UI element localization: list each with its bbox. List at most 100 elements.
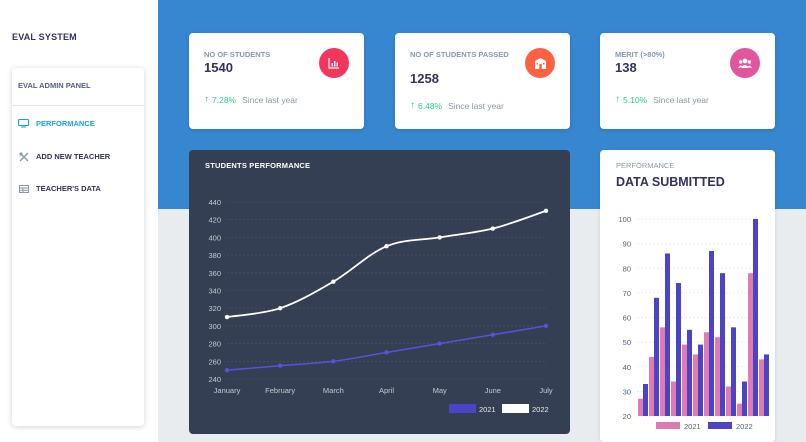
stat-value: 1258 <box>410 71 439 86</box>
bar-2022 <box>665 253 670 416</box>
bar-2022 <box>742 381 747 416</box>
sidebar-item-performance[interactable]: PERFORMANCE <box>18 119 95 128</box>
y-tick-label: 280 <box>208 340 221 349</box>
stat-change: 6.48% <box>418 100 443 111</box>
legend-swatch-2022 <box>708 422 732 429</box>
users-icon <box>730 48 760 78</box>
y-tick-label: 440 <box>208 198 221 207</box>
bar-2021 <box>693 354 698 416</box>
stat-footer: ↑ 6.48% Since last year <box>410 100 504 111</box>
y-tick-label: 50 <box>623 338 631 347</box>
monitor-icon <box>18 119 29 128</box>
data-point <box>490 226 496 231</box>
data-point <box>384 244 389 249</box>
panel-title: EVAL ADMIN PANEL <box>18 81 91 90</box>
y-tick-label: 340 <box>208 287 221 296</box>
arrow-up-icon: ↑ <box>615 94 620 105</box>
legend-swatch-2021 <box>656 422 680 429</box>
school-icon <box>525 48 555 78</box>
y-tick-label: 260 <box>208 357 221 366</box>
stat-title: MERIT (>80%) <box>615 50 665 59</box>
data-point <box>331 279 336 284</box>
stat-change: 7.28% <box>212 94 237 105</box>
bar-2022 <box>709 251 714 416</box>
bar-chart: 20 30 40 50 60 70 80 90 100 2021 2022 <box>618 215 769 431</box>
arrow-up-icon: ↑ <box>204 94 209 105</box>
bar-2021 <box>737 403 742 416</box>
y-tick-label: 40 <box>623 363 631 372</box>
bar-2022 <box>687 329 692 416</box>
data-point <box>277 306 283 311</box>
data-point <box>224 314 230 320</box>
stat-card-merit: MERIT (>80%) 138 ↑ 5.10% Since last year <box>600 33 775 129</box>
legend-swatch-2021 <box>449 404 476 413</box>
chart-title: DATA SUBMITTED <box>616 175 725 189</box>
data-point <box>384 350 389 355</box>
bar-2022 <box>676 283 681 416</box>
sidebar-item-teachers-data[interactable]: TEACHER'S DATA <box>18 184 101 193</box>
stat-value: 138 <box>615 60 637 75</box>
stat-since: Since last year <box>448 100 504 111</box>
y-tick-label: 70 <box>623 289 631 298</box>
data-point <box>437 341 442 346</box>
legend-label: 2022 <box>736 422 753 431</box>
data-point <box>224 367 230 373</box>
bar-2022 <box>654 297 659 416</box>
stat-card-students: NO OF STUDENTS 1540 ↑ 7.28% Since last y… <box>189 33 364 129</box>
bar-2021 <box>704 332 709 416</box>
bar-2021 <box>715 337 720 416</box>
bar-2021 <box>660 327 665 416</box>
legend-label: 2022 <box>532 405 549 414</box>
y-tick-label: 90 <box>623 240 631 249</box>
bar-2022 <box>698 344 703 416</box>
data-point <box>277 363 283 368</box>
data-point <box>437 235 442 240</box>
tools-icon <box>18 151 29 161</box>
legend-label: 2021 <box>684 422 701 431</box>
series-line-2021 <box>226 325 547 371</box>
legend-label: 2021 <box>479 405 496 414</box>
bar-2021 <box>726 386 731 416</box>
bar-2022 <box>753 219 758 416</box>
bar-2022 <box>720 273 725 416</box>
data-point <box>490 332 496 337</box>
data-point <box>331 359 336 364</box>
bar-2021 <box>759 359 764 416</box>
bar-2022 <box>731 327 736 416</box>
y-tick-label: 100 <box>618 215 631 224</box>
y-tick-label: 380 <box>208 251 221 260</box>
data-point <box>543 208 549 214</box>
y-tick-label: 80 <box>623 264 631 273</box>
bar-2021 <box>649 356 654 416</box>
sidebar-item-add-new-teacher[interactable]: ADD NEW TEACHER <box>18 151 111 161</box>
y-tick-label: 20 <box>623 412 631 421</box>
x-tick-label: May <box>433 386 447 395</box>
stat-title: NO OF STUDENTS PASSED <box>410 50 509 59</box>
y-tick-label: 30 <box>623 387 631 396</box>
sidebar-item-label: ADD NEW TEACHER <box>36 152 111 161</box>
y-tick-label: 240 <box>208 375 221 384</box>
x-tick-label: April <box>379 386 394 395</box>
stat-since: Since last year <box>242 94 298 105</box>
stat-value: 1540 <box>204 60 233 75</box>
x-tick-label: January <box>214 386 241 395</box>
y-tick-label: 400 <box>208 233 221 242</box>
bar-2021 <box>682 344 687 416</box>
bar-2021 <box>748 273 753 416</box>
bar-2021 <box>671 381 676 416</box>
stat-change: 5.10% <box>623 94 648 105</box>
y-tick-label: 60 <box>623 314 631 323</box>
line-chart: 240 260 280 300 320 340 360 380 400 420 440 January… <box>208 198 553 414</box>
bar-chart-icon <box>319 48 349 78</box>
data-point <box>543 323 549 329</box>
data-submitted-card: PERFORMANCE DATA SUBMITTED 20 30 40 50 60 70 8… <box>600 150 775 442</box>
bar-2022 <box>643 383 648 416</box>
chart-title: STUDENTS PERFORMANCE <box>205 161 311 170</box>
stat-title: NO OF STUDENTS <box>204 50 271 59</box>
stat-footer: ↑ 7.28% Since last year <box>204 94 298 105</box>
y-tick-label: 300 <box>208 322 221 331</box>
x-tick-label: July <box>539 386 553 395</box>
arrow-up-icon: ↑ <box>410 100 415 111</box>
series-line-2022 <box>226 209 547 318</box>
admin-panel: EVAL ADMIN PANEL PERFORMANCE ADD NEW TEA… <box>12 68 144 426</box>
